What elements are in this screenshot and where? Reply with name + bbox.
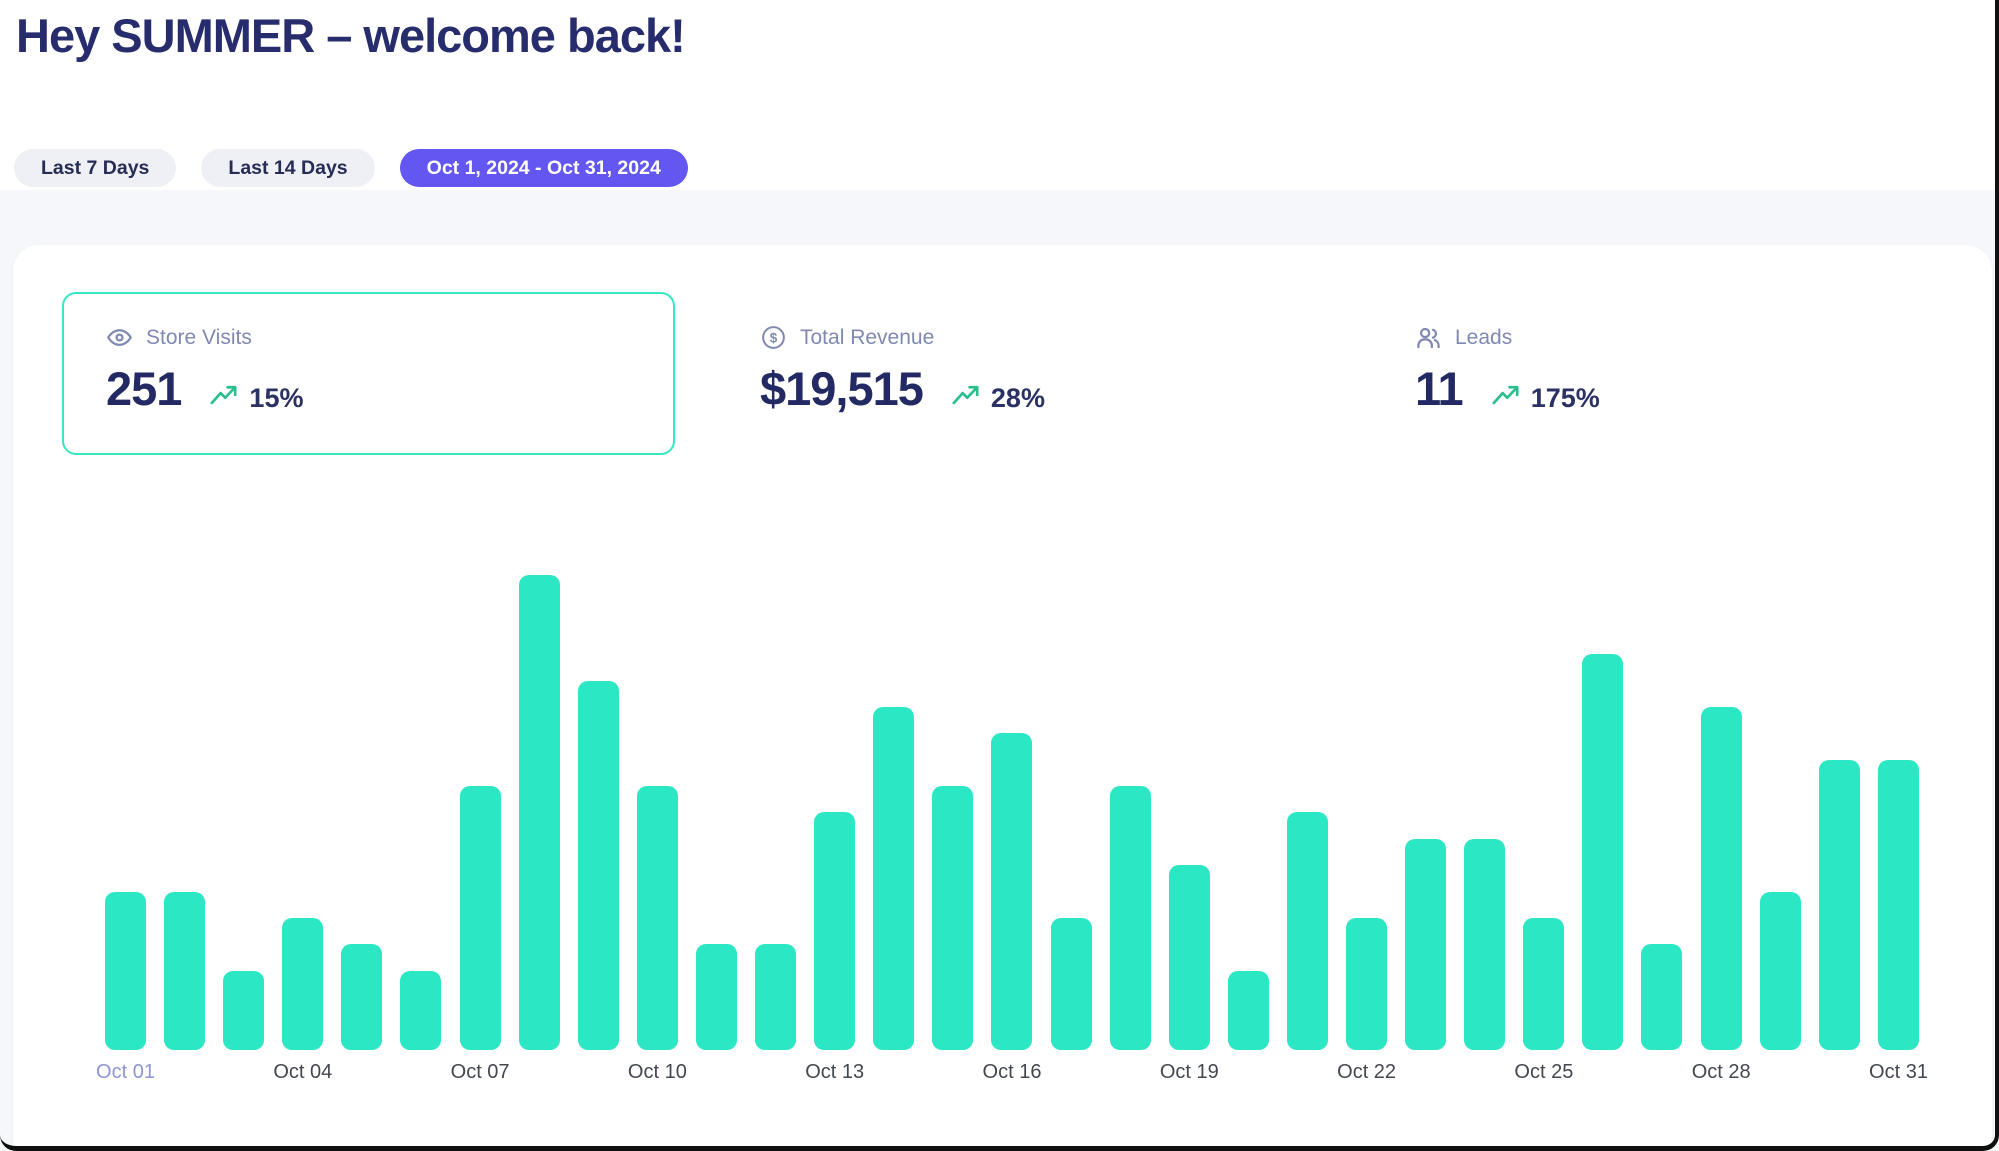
stat-card-leads[interactable]: Leads 11 175% [1415,292,1600,455]
stat-value: $19,515 [760,362,924,415]
page-title: Hey SUMMER – welcome back! [16,9,686,62]
chart-x-axis: Oct 01 Oct 04 Oct 07 Oct 10 Oct 13 Oct 16 Oct … [96,1061,1928,1091]
x-tick-oct-19: Oct 19 [1159,1061,1219,1083]
bar-oct-08[interactable] [518,575,560,1050]
bar-oct-18[interactable] [1109,786,1151,1050]
eye-icon [107,329,132,346]
bar-oct-06[interactable] [400,971,442,1050]
bar-oct-07[interactable] [459,786,501,1050]
x-tick-oct-10: Oct 10 [627,1061,687,1083]
bar-oct-17[interactable] [1050,918,1092,1050]
bar-oct-25[interactable] [1523,918,1565,1050]
bar-oct-27[interactable] [1641,944,1683,1050]
chart-bars [105,575,1919,1050]
dashboard-panel: Store Visits 251 15% $ Total R [13,245,1992,1146]
x-tick-oct-28: Oct 28 [1691,1061,1751,1083]
x-tick-oct-04: Oct 04 [273,1061,333,1083]
stat-header-total-revenue: $ Total Revenue [760,324,1045,351]
stat-card-store-visits[interactable]: Store Visits 251 15% [62,292,675,455]
filter-last-14-days[interactable]: Last 14 Days [201,149,375,187]
bar-oct-05[interactable] [341,944,383,1050]
trend-percent: 175% [1530,382,1600,413]
bar-oct-14[interactable] [873,707,915,1050]
bar-oct-01[interactable] [105,892,146,1050]
stat-value: 11 [1415,362,1464,415]
stat-label: Store Visits [146,325,252,349]
bar-oct-16[interactable] [991,733,1033,1050]
x-tick-oct-25: Oct 25 [1514,1061,1574,1083]
stat-label: Total Revenue [800,325,935,349]
trend-percent: 28% [990,382,1045,413]
trending-up-icon [952,385,979,404]
bar-oct-19[interactable] [1168,865,1210,1050]
x-tick-oct-13: Oct 13 [805,1061,865,1083]
bar-oct-12[interactable] [755,944,797,1050]
bar-oct-13[interactable] [814,812,856,1050]
bar-oct-03[interactable] [223,971,265,1050]
stat-header-leads: Leads [1415,324,1600,351]
stat-label: Leads [1455,325,1513,349]
bar-oct-21[interactable] [1286,812,1328,1050]
filter-date-range[interactable]: Oct 1, 2024 - Oct 31, 2024 [399,149,688,187]
bar-oct-23[interactable] [1405,839,1447,1050]
trending-up-icon [1492,385,1519,404]
bar-oct-02[interactable] [164,892,206,1050]
filter-last-7-days[interactable]: Last 7 Days [14,149,177,187]
stats-row: Store Visits 251 15% $ Total R [13,292,1992,455]
dollar-circle-icon: $ [762,326,785,349]
x-tick-oct-01: Oct 01 [96,1061,155,1083]
bar-oct-30[interactable] [1818,760,1860,1050]
bar-oct-29[interactable] [1759,892,1801,1050]
date-filter-group: Last 7 Days Last 14 Days Oct 1, 2024 - O… [14,149,688,187]
trend-indicator: 28% [949,382,1045,412]
bar-oct-09[interactable] [577,681,619,1050]
x-tick-oct-07: Oct 07 [450,1061,510,1083]
trending-up-icon [210,385,237,404]
stat-header-store-visits: Store Visits [106,324,673,351]
bar-oct-11[interactable] [695,944,737,1050]
x-tick-oct-22: Oct 22 [1337,1061,1397,1083]
bar-oct-26[interactable] [1582,654,1624,1050]
bar-oct-15[interactable] [932,786,974,1050]
bar-oct-28[interactable] [1700,707,1742,1050]
x-tick-oct-31: Oct 31 [1869,1061,1928,1083]
bar-oct-10[interactable] [636,786,678,1050]
users-icon [1417,327,1440,349]
x-tick-oct-16: Oct 16 [982,1061,1042,1083]
trend-indicator: 175% [1489,382,1600,412]
stat-value: 251 [106,362,182,415]
trend-indicator: 15% [207,382,303,412]
bar-oct-31[interactable] [1877,760,1919,1050]
trend-percent: 15% [249,382,304,413]
stat-card-total-revenue[interactable]: $ Total Revenue $19,515 28% [760,292,1045,455]
bar-oct-04[interactable] [282,918,324,1050]
svg-text:$: $ [770,330,778,345]
bar-oct-20[interactable] [1227,971,1269,1050]
bar-oct-22[interactable] [1345,918,1387,1050]
bar-oct-24[interactable] [1464,839,1506,1050]
store-visits-chart: Oct 01 Oct 04 Oct 07 Oct 10 Oct 13 Oct 16 Oct … [96,575,1928,1091]
